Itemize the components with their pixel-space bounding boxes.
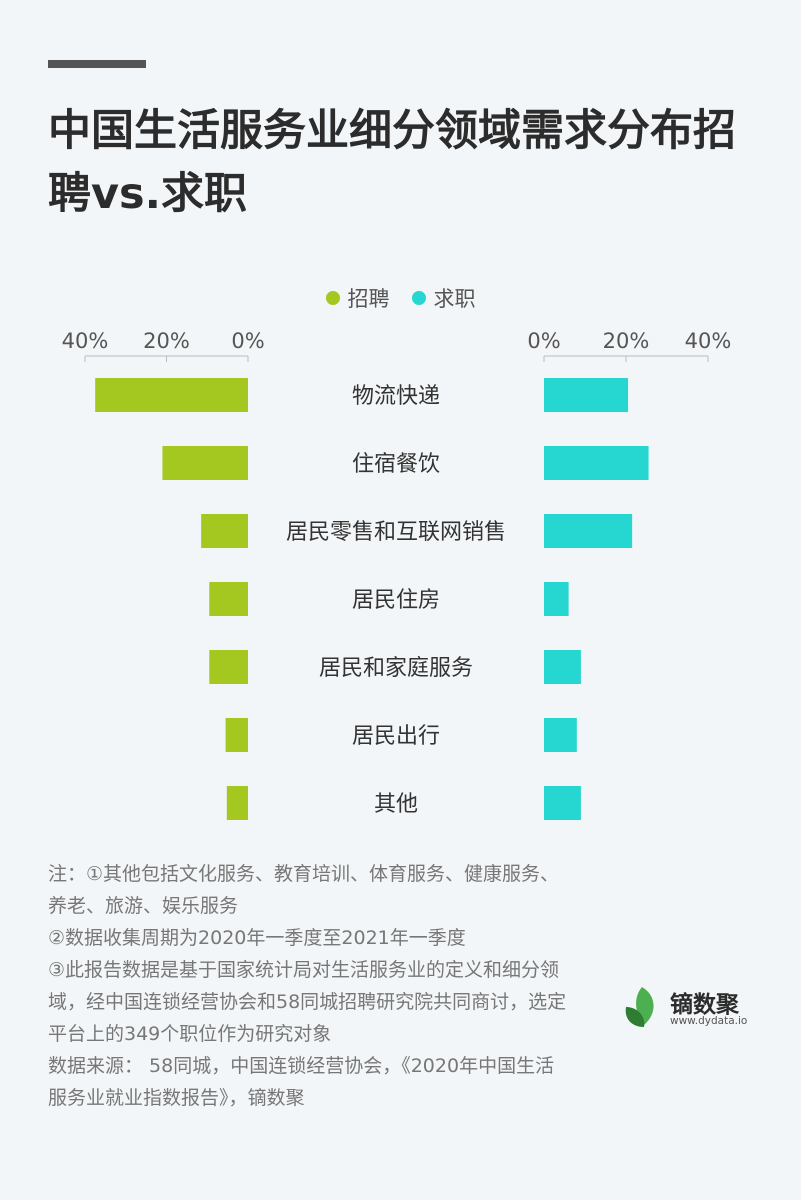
job-bar (544, 514, 633, 548)
category-label: 居民和家庭服务 (319, 656, 473, 681)
brand-url: www.dydata.io (670, 1015, 748, 1027)
decorative-bar (48, 60, 146, 68)
recruit-bar (209, 650, 248, 684)
recruit-bar (95, 378, 248, 412)
notes-section: 注：①其他包括文化服务、教育培训、体育服务、健康服务、养老、旅游、娱乐服务 ②数… (48, 858, 568, 1114)
legend-dot-recruit (325, 291, 340, 305)
butterfly-bar-chart: 40% 20% 0% 0% 20% 40% 物流快递住宿餐饮居民零售和互联网销售居民住房居民… (62, 329, 732, 820)
recruit-bar (209, 582, 248, 616)
note-1: 注：①其他包括文化服务、教育培训、体育服务、健康服务、养老、旅游、娱乐服务 (48, 863, 560, 917)
legend-item-recruit: 招聘 (325, 283, 390, 313)
leaf-logo-icon (625, 987, 654, 1027)
legend-label-job: 求职 (433, 287, 476, 311)
brand-name: 镝数聚 (670, 992, 739, 1018)
left-tick-label: 20% (143, 329, 190, 353)
category-label: 住宿餐饮 (352, 452, 440, 477)
job-bar (544, 786, 581, 820)
note-3: ③此报告数据是基于国家统计局对生活服务业的定义和细分领域，经中国连锁经营协会和5… (48, 959, 567, 1045)
category-label: 居民出行 (352, 724, 440, 749)
category-label: 居民零售和互联网销售 (286, 520, 506, 545)
note-2: ②数据收集周期为2020年一季度至2021年一季度 (48, 927, 466, 949)
job-bar (544, 582, 569, 616)
recruit-bar (162, 446, 248, 480)
recruit-bar (225, 718, 248, 752)
left-tick-label: 0% (231, 329, 264, 353)
job-bar (544, 718, 577, 752)
category-label: 居民住房 (352, 588, 440, 613)
right-tick-label: 40% (685, 329, 732, 353)
brand-logo: 镝数聚 www.dydata.io (622, 983, 772, 1033)
recruit-bar (201, 514, 248, 548)
page-title: 中国生活服务业细分领域需求分布招聘vs.求职 (48, 106, 736, 219)
job-bar (544, 446, 649, 480)
legend-item-job: 求职 (411, 283, 476, 313)
job-bar (544, 650, 581, 684)
right-tick-label: 0% (527, 329, 560, 353)
legend-label-recruit: 招聘 (347, 287, 390, 311)
legend-dot-job (411, 291, 426, 305)
right-tick-label: 20% (603, 329, 650, 353)
recruit-bar (226, 786, 248, 820)
left-tick-label: 40% (62, 329, 109, 353)
data-source: 数据来源： 58同城，中国连锁经营协会，《2020年中国生活服务业就业指数报告》… (48, 1055, 555, 1109)
category-label: 物流快递 (352, 384, 440, 409)
category-label: 其他 (374, 792, 418, 817)
job-bar (544, 378, 629, 412)
chart-legend: 招聘 求职 (0, 283, 801, 313)
